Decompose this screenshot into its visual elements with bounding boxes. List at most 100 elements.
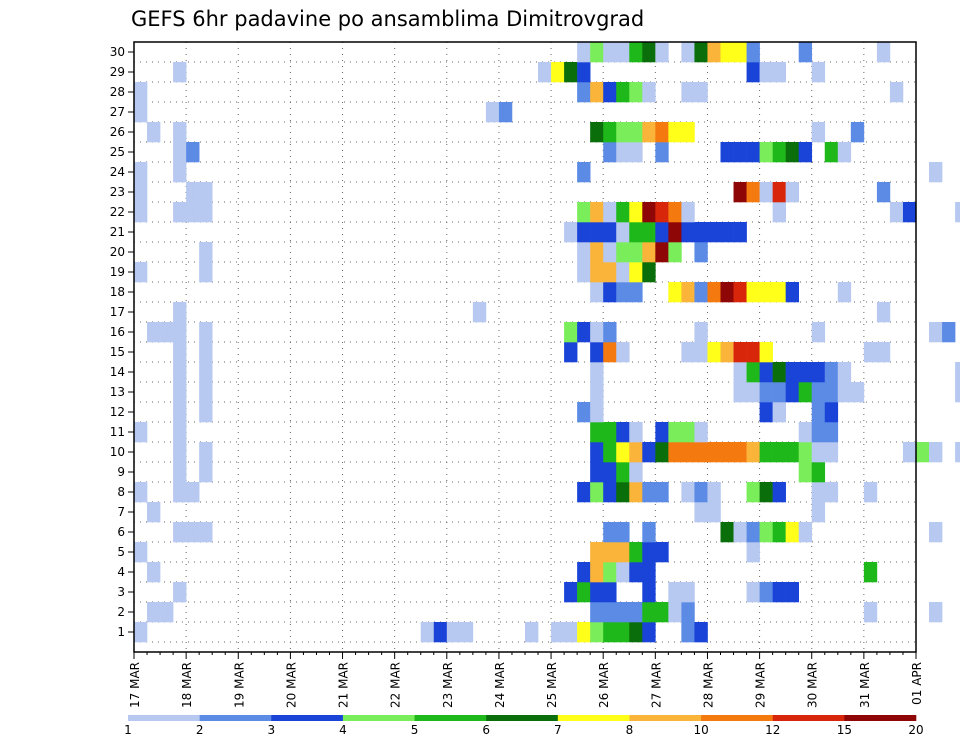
precip-cell <box>603 342 617 363</box>
precip-cell <box>733 222 747 243</box>
precip-cell <box>629 82 643 103</box>
precip-cell <box>577 402 591 423</box>
precip-cell <box>186 202 200 223</box>
precip-cell <box>147 602 161 623</box>
precip-cell <box>160 322 174 343</box>
precip-cell <box>720 42 734 63</box>
precip-cell <box>199 322 213 343</box>
precip-cell <box>824 482 839 503</box>
precip-cell <box>629 602 643 623</box>
y-tick-label: 4 <box>117 565 125 579</box>
y-tick-label: 20 <box>110 245 125 259</box>
precip-cell <box>733 42 747 63</box>
precip-cell <box>173 462 187 483</box>
x-tick-label: 31 MAR <box>858 662 872 708</box>
colorbar-label: 8 <box>626 723 634 737</box>
precip-cell <box>199 402 213 423</box>
precip-cell <box>798 382 813 403</box>
precip-cell <box>577 582 591 603</box>
precip-cell <box>694 322 708 343</box>
precip-cell <box>720 342 734 363</box>
precip-cell <box>798 462 813 483</box>
precip-cell <box>824 362 839 383</box>
precip-cell <box>889 202 904 223</box>
precip-cell <box>681 442 695 463</box>
precip-cell <box>134 542 148 563</box>
precip-cell <box>642 442 656 463</box>
precip-cell <box>707 282 721 303</box>
colorbar-label: 1 <box>124 723 132 737</box>
precip-cell <box>590 262 604 283</box>
precip-cell <box>603 82 617 103</box>
x-tick-label: 29 MAR <box>754 662 768 708</box>
colorbar-legend: 1 2 3 4 5 6 7 8 10 12 15 20 <box>124 715 924 737</box>
precip-cell <box>746 62 760 83</box>
x-tick-label: 28 MAR <box>701 662 715 708</box>
precip-cell <box>733 342 747 363</box>
precip-cell <box>603 522 617 543</box>
precip-cell <box>603 442 617 463</box>
precip-cell <box>759 342 773 363</box>
precip-cell <box>590 602 604 623</box>
colorbar-segment <box>557 715 630 721</box>
precip-cell <box>772 282 786 303</box>
precip-cell <box>929 322 943 343</box>
precip-cell <box>746 282 760 303</box>
precip-cell <box>134 182 148 203</box>
precip-cell <box>759 582 773 603</box>
precip-cell <box>629 442 643 463</box>
colorbar-label: 10 <box>693 723 708 737</box>
precip-cell <box>694 342 708 363</box>
precip-cell <box>720 142 734 163</box>
precip-cell <box>603 482 617 503</box>
precip-cell <box>655 242 669 263</box>
precip-cell <box>694 422 708 443</box>
precip-cell <box>694 42 708 63</box>
precip-cell <box>694 82 708 103</box>
y-tick-label: 17 <box>110 305 125 319</box>
precip-cell <box>590 402 604 423</box>
precip-cell <box>642 622 656 643</box>
precip-cell <box>798 422 813 443</box>
precip-cell <box>186 142 200 163</box>
precip-cell <box>446 622 461 643</box>
precip-cell <box>629 142 643 163</box>
precip-cell <box>811 482 826 503</box>
precip-cell <box>629 242 643 263</box>
precip-cell <box>746 362 760 383</box>
precip-cell <box>681 222 695 243</box>
precip-cell <box>199 522 213 543</box>
precip-cell <box>942 322 956 343</box>
gridlines <box>134 42 916 652</box>
precip-cell <box>681 122 695 143</box>
precip-cell <box>577 482 591 503</box>
precip-cell <box>759 362 773 383</box>
precip-cell <box>681 602 695 623</box>
precip-cell <box>642 542 656 563</box>
precip-cell <box>642 242 656 263</box>
precip-cell <box>785 182 799 203</box>
precip-cell <box>616 122 630 143</box>
precip-cell <box>824 402 839 423</box>
precip-cell <box>577 62 591 83</box>
precip-cell <box>642 262 656 283</box>
precip-cell <box>720 282 734 303</box>
precip-cell <box>798 522 813 543</box>
precip-cell <box>603 262 617 283</box>
precip-cell <box>186 522 200 543</box>
precip-cell <box>433 622 448 643</box>
precip-cell <box>733 522 747 543</box>
precip-cell <box>616 622 630 643</box>
precip-cell <box>655 542 669 563</box>
precip-cell <box>603 282 617 303</box>
precip-cell <box>147 122 161 143</box>
y-tick-label: 27 <box>110 105 125 119</box>
precip-cell <box>655 602 669 623</box>
precip-cell <box>798 362 813 383</box>
x-tick-label: 25 MAR <box>545 662 559 708</box>
precip-cell <box>694 282 708 303</box>
precip-cell <box>147 562 161 583</box>
precip-cell <box>759 182 773 203</box>
precip-cell <box>863 482 878 503</box>
